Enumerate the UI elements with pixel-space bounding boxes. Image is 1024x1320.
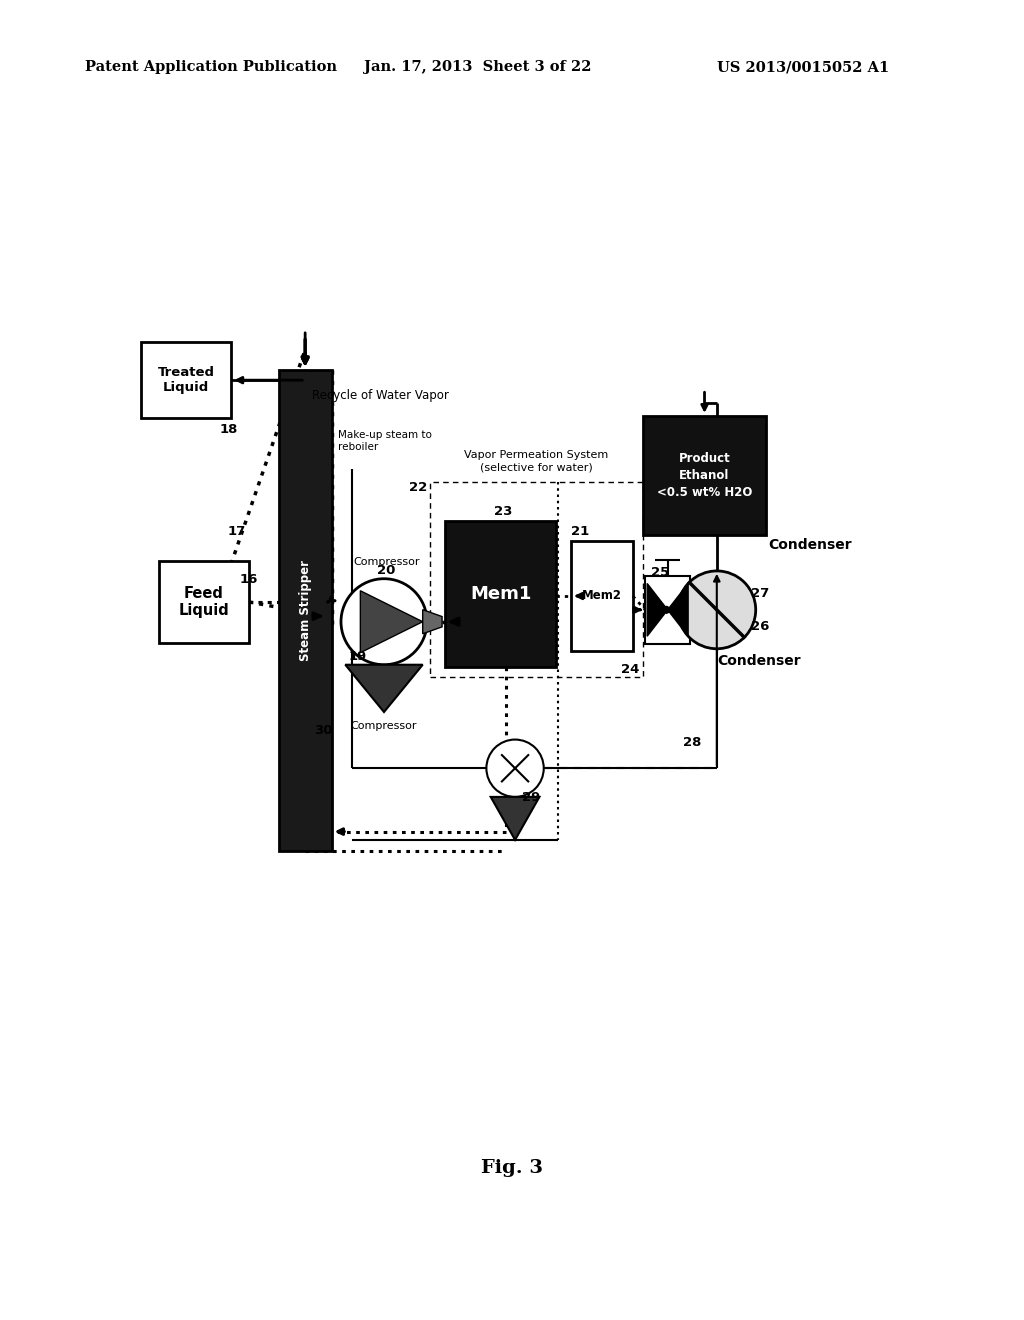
Text: 21: 21 <box>571 524 590 537</box>
Bar <box>445 521 556 667</box>
Text: 29: 29 <box>522 791 541 804</box>
Text: 25: 25 <box>651 565 670 578</box>
Text: Compressor: Compressor <box>351 721 417 731</box>
Text: 28: 28 <box>683 735 701 748</box>
Text: US 2013/0015052 A1: US 2013/0015052 A1 <box>717 61 889 74</box>
Text: 20: 20 <box>377 564 395 577</box>
Text: Condenser: Condenser <box>768 537 852 552</box>
Text: Recycle of Water Vapor: Recycle of Water Vapor <box>312 389 450 403</box>
Text: Vapor Permeation System
(selective for water): Vapor Permeation System (selective for w… <box>465 450 608 473</box>
Text: 17: 17 <box>227 524 246 537</box>
Text: 22: 22 <box>409 480 427 494</box>
Text: Mem2: Mem2 <box>582 590 623 602</box>
Bar <box>643 416 766 535</box>
Text: Mem1: Mem1 <box>470 585 531 603</box>
Text: 24: 24 <box>621 663 639 676</box>
Text: Jan. 17, 2013  Sheet 3 of 22: Jan. 17, 2013 Sheet 3 of 22 <box>364 61 591 74</box>
Text: Make-up steam to
reboiler: Make-up steam to reboiler <box>338 430 432 451</box>
Text: Steam Stripper: Steam Stripper <box>299 560 311 661</box>
Polygon shape <box>423 610 442 634</box>
Bar <box>141 342 231 418</box>
Text: 30: 30 <box>314 723 333 737</box>
Text: Condenser: Condenser <box>717 655 801 668</box>
Bar <box>279 370 332 851</box>
Text: 23: 23 <box>494 504 512 517</box>
Text: 26: 26 <box>751 619 769 632</box>
Text: 27: 27 <box>751 586 769 599</box>
Polygon shape <box>360 591 423 652</box>
Ellipse shape <box>341 578 427 665</box>
Text: 16: 16 <box>240 573 258 586</box>
Polygon shape <box>647 583 668 636</box>
Text: Patent Application Publication: Patent Application Publication <box>85 61 337 74</box>
Bar <box>645 576 690 644</box>
Ellipse shape <box>486 739 544 797</box>
Bar <box>571 541 633 651</box>
Polygon shape <box>345 665 423 711</box>
Text: Feed
Liquid: Feed Liquid <box>178 586 229 618</box>
Text: 18: 18 <box>219 422 238 436</box>
Polygon shape <box>490 797 540 840</box>
Text: Product
Ethanol
<0.5 wt% H2O: Product Ethanol <0.5 wt% H2O <box>656 451 753 499</box>
Bar <box>159 561 249 643</box>
Ellipse shape <box>678 572 756 648</box>
Text: Fig. 3: Fig. 3 <box>481 1159 543 1177</box>
Polygon shape <box>668 583 688 636</box>
Bar <box>571 541 633 597</box>
Text: Compressor: Compressor <box>354 557 420 568</box>
Text: Treated
Liquid: Treated Liquid <box>158 366 215 395</box>
Text: 19: 19 <box>348 649 367 663</box>
